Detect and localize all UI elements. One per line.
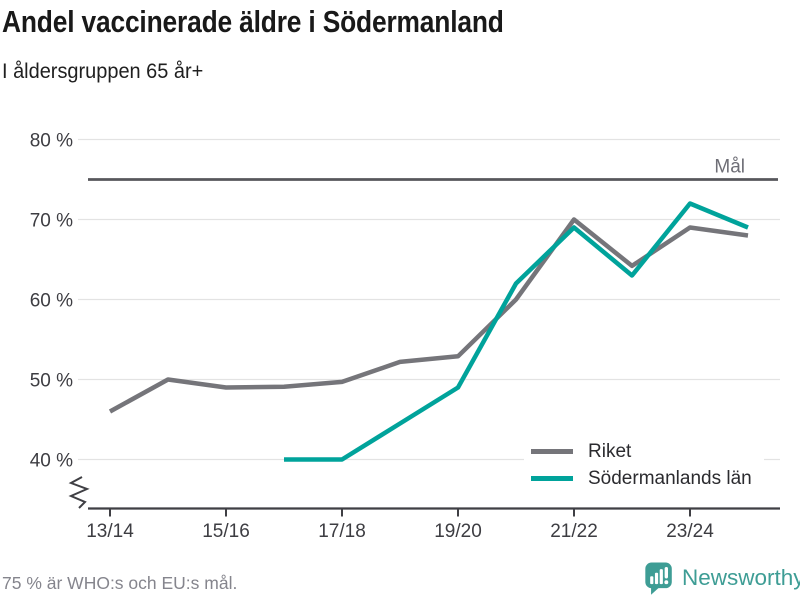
y-axis-label: 70 %	[30, 211, 73, 232]
chart-legend: Riket Södermanlands län	[524, 436, 764, 494]
y-axis-label: 80 %	[30, 131, 73, 152]
series-line-sodermanland	[284, 201, 749, 462]
y-axis-label: 60 %	[30, 291, 73, 312]
legend-item-riket: Riket	[531, 438, 752, 465]
legend-item-sodermanland: Södermanlands län	[531, 465, 752, 492]
legend-label-sodermanland: Södermanlands län	[588, 467, 752, 489]
newsworthy-logo: Newsworthy	[644, 561, 800, 595]
bar-chart-speech-bubble-icon	[645, 562, 672, 595]
axis-break-icon	[68, 476, 90, 509]
riket-line-swatch	[531, 449, 573, 454]
page-subtitle: I åldersgruppen 65 år+	[2, 60, 204, 83]
x-axis-label: 13/14	[86, 521, 134, 542]
series-line-riket	[108, 217, 749, 414]
legend-label-riket: Riket	[588, 440, 632, 462]
footer-note: 75 % är WHO:s och EU:s mål.	[2, 573, 238, 593]
page-title: Andel vaccinerade äldre i Södermanland	[2, 4, 504, 39]
y-axis-label: 50 %	[30, 371, 73, 392]
goal-line-label: Mål	[714, 157, 745, 178]
goal-line: Mål	[88, 157, 778, 181]
x-axis: 13/14 15/16 17/18 19/20 21/22 23/24	[68, 476, 780, 542]
x-axis-label: 23/24	[666, 521, 714, 542]
brand-name: Newsworthy	[682, 565, 800, 590]
x-axis-label: 17/18	[318, 521, 366, 542]
y-axis-label: 40 %	[30, 451, 73, 472]
x-axis-label: 19/20	[434, 521, 482, 542]
x-axis-label: 15/16	[202, 521, 250, 542]
sodermanland-line-swatch	[531, 476, 573, 481]
x-axis-label: 21/22	[550, 521, 598, 542]
y-gridlines: 80 % 70 % 60 % 50 % 40 %	[30, 131, 780, 472]
